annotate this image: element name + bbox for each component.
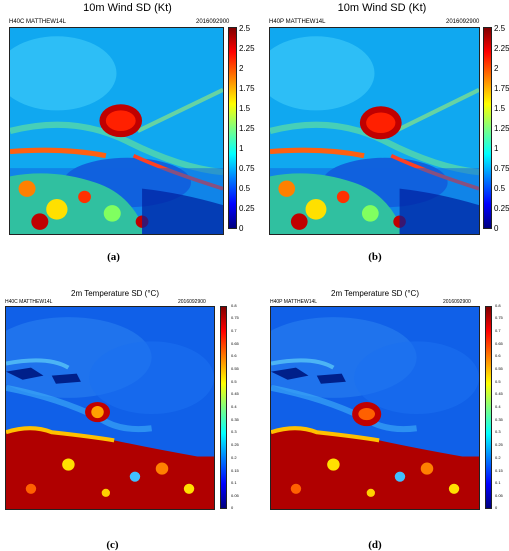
colorbar-tick: 0.75: [231, 315, 239, 320]
subfigure-caption: (b): [368, 251, 382, 263]
colorbar-tick: 0.4: [495, 404, 501, 409]
colorbar-tick: 0.6: [495, 353, 501, 358]
colorbar-tick: 0.25: [495, 442, 503, 447]
date-label: 2016092900: [196, 19, 230, 25]
colorbar-tick: 1.5: [494, 104, 506, 113]
colorbar-tick: 2.25: [239, 44, 255, 53]
wind-sd-map: [9, 27, 224, 235]
colorbar-tick: 0.45: [231, 391, 239, 396]
colorbar-tick: 0.3: [495, 429, 501, 434]
colorbar-tick: 0.05: [495, 493, 503, 498]
colorbar-tick: 1.5: [239, 104, 251, 113]
colorbar-tick: 0.8: [495, 303, 501, 308]
colorbar-tick: 1.75: [494, 84, 509, 93]
date-label: 2016092900: [178, 299, 206, 305]
panel-title: 10m Wind SD (Kt): [83, 2, 172, 14]
colorbar-tick: 0: [494, 224, 499, 233]
colorbar-tick: 0.4: [231, 404, 237, 409]
colorbar-tick: 0.2: [231, 455, 237, 460]
colorbar-tick: 0.5: [239, 184, 251, 193]
temperature-sd-map: [270, 306, 480, 510]
colorbar-tick: 0.15: [495, 468, 503, 473]
model-label: H40C MATTHEW14L: [9, 19, 66, 25]
colorbar: [485, 306, 492, 509]
colorbar-tick: 2: [239, 64, 244, 73]
colorbar-tick: 0.55: [231, 366, 239, 371]
figure-panel-d: 2m Temperature SD (°C) H40P MATTHEW14L 2…: [255, 280, 509, 551]
colorbar-tick: 2.5: [239, 24, 251, 33]
colorbar-tick: 0.05: [231, 493, 239, 498]
panel-title: 10m Wind SD (Kt): [337, 2, 427, 14]
panel-title: 2m Temperature SD (°C): [71, 289, 159, 298]
subfigure-caption: (a): [107, 251, 120, 263]
colorbar-tick: 0.25: [494, 204, 509, 213]
colorbar: [220, 306, 227, 509]
colorbar-tick: 0.35: [231, 417, 239, 422]
model-label: H40P MATTHEW14L: [270, 299, 318, 305]
colorbar-tick: 1: [494, 144, 499, 153]
colorbar-tick: 0.6: [231, 353, 237, 358]
colorbar-tick: 0.75: [239, 164, 255, 173]
colorbar-tick: 0.1: [495, 480, 501, 485]
colorbar: [228, 27, 237, 229]
figure-panel-b: 10m Wind SD (Kt) H40P MATTHEW14L 2016092…: [255, 0, 509, 270]
colorbar-tick: 0.8: [231, 303, 237, 308]
subfigure-caption: (d): [368, 539, 382, 551]
colorbar-tick: 2: [494, 64, 499, 73]
colorbar-tick: 0.55: [495, 366, 503, 371]
colorbar-tick: 0.7: [231, 328, 237, 333]
colorbar-tick: 0.25: [239, 204, 255, 213]
colorbar: [483, 27, 492, 229]
colorbar-tick: 0.2: [495, 455, 501, 460]
date-label: 2016092900: [446, 19, 480, 25]
colorbar-tick: 0.7: [495, 328, 501, 333]
figure-panel-c: 2m Temperature SD (°C) H40C MATTHEW14L 2…: [0, 280, 255, 551]
colorbar-tick: 1.75: [239, 84, 255, 93]
wind-sd-map: [269, 27, 480, 235]
figure-panel-a: 10m Wind SD (Kt) H40C MATTHEW14L 2016092…: [0, 0, 255, 270]
subfigure-caption: (c): [106, 539, 119, 551]
colorbar-tick: 0.75: [494, 164, 509, 173]
colorbar-tick: 2.5: [494, 24, 506, 33]
colorbar-tick: 0.5: [495, 379, 501, 384]
colorbar-tick: 0.1: [231, 480, 237, 485]
model-label: H40C MATTHEW14L: [5, 299, 53, 305]
colorbar-tick: 0.65: [231, 341, 239, 346]
colorbar-tick: 0: [239, 224, 244, 233]
model-label: H40P MATTHEW14L: [269, 19, 326, 25]
colorbar-tick: 1: [239, 144, 244, 153]
colorbar-tick: 0.35: [495, 417, 503, 422]
colorbar-tick: 0.5: [494, 184, 506, 193]
colorbar-tick: 0.5: [231, 379, 237, 384]
colorbar-tick: 0.15: [231, 468, 239, 473]
colorbar-tick: 0.45: [495, 391, 503, 396]
temperature-sd-map: [5, 306, 215, 510]
colorbar-tick: 0: [495, 505, 498, 510]
colorbar-tick: 2.25: [494, 44, 509, 53]
colorbar-tick: 0.75: [495, 315, 503, 320]
colorbar-tick: 0.25: [231, 442, 239, 447]
colorbar-tick: 1.25: [494, 124, 509, 133]
panel-title: 2m Temperature SD (°C): [331, 289, 419, 298]
date-label: 2016092900: [443, 299, 471, 305]
colorbar-tick: 0.3: [231, 429, 237, 434]
colorbar-tick: 0: [231, 505, 234, 510]
colorbar-tick: 0.65: [495, 341, 503, 346]
colorbar-tick: 1.25: [239, 124, 255, 133]
